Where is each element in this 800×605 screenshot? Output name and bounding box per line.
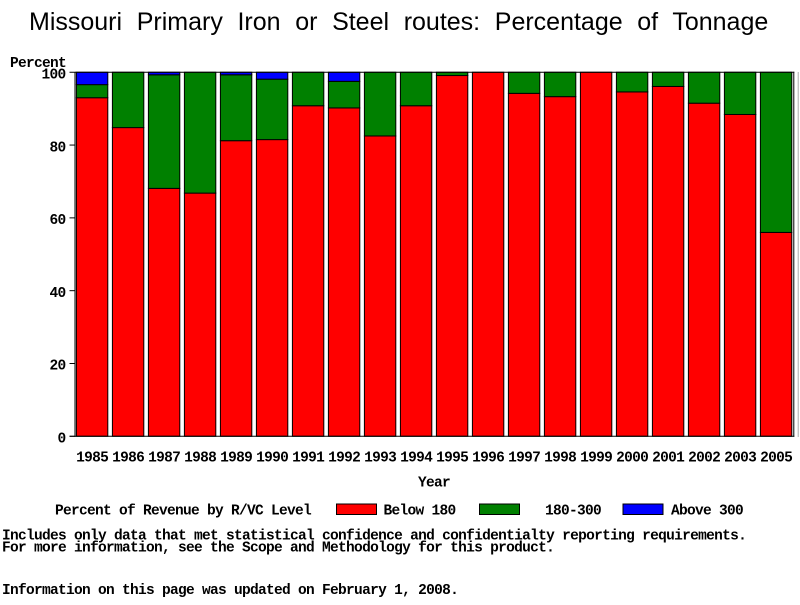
svg-text:Below 180: Below 180 xyxy=(384,504,456,520)
svg-text:2003: 2003 xyxy=(724,451,756,467)
svg-text:1987: 1987 xyxy=(148,451,180,467)
svg-text:80: 80 xyxy=(49,140,65,156)
svg-text:1986: 1986 xyxy=(112,451,144,467)
svg-text:2001: 2001 xyxy=(652,451,685,467)
svg-text:Information on this page was u: Information on this page was updated on … xyxy=(2,583,458,599)
svg-text:100: 100 xyxy=(41,67,65,83)
svg-text:1999: 1999 xyxy=(580,451,612,467)
svg-text:Percent: Percent xyxy=(10,56,66,72)
svg-text:40: 40 xyxy=(49,286,65,302)
svg-text:2002: 2002 xyxy=(688,451,720,467)
svg-text:180-300: 180-300 xyxy=(545,504,601,520)
svg-text:1997: 1997 xyxy=(508,451,540,467)
svg-text:1995: 1995 xyxy=(436,451,468,467)
svg-text:Year: Year xyxy=(418,476,450,492)
svg-text:20: 20 xyxy=(49,359,65,375)
svg-text:2005: 2005 xyxy=(760,451,792,467)
svg-text:1985: 1985 xyxy=(76,451,108,467)
svg-text:Missouri Primary Iron or Steel: Missouri Primary Iron or Steel routes: P… xyxy=(29,8,768,36)
svg-text:1998: 1998 xyxy=(544,451,576,467)
svg-text:1988: 1988 xyxy=(184,451,216,467)
svg-text:1989: 1989 xyxy=(220,451,252,467)
svg-text:For more information, see the: For more information, see the Scope and … xyxy=(2,541,554,557)
svg-text:Percent of Revenue by R/VC Lev: Percent of Revenue by R/VC Level xyxy=(55,504,312,520)
svg-text:60: 60 xyxy=(49,213,65,229)
svg-text:1991: 1991 xyxy=(292,451,325,467)
svg-text:1993: 1993 xyxy=(364,451,396,467)
svg-text:0: 0 xyxy=(57,432,65,448)
svg-text:2000: 2000 xyxy=(616,451,648,467)
svg-text:Includes only data that met st: Includes only data that met statistical … xyxy=(2,529,746,545)
svg-text:1992: 1992 xyxy=(328,451,360,467)
svg-text:1994: 1994 xyxy=(400,451,433,467)
svg-text:1996: 1996 xyxy=(472,451,504,467)
svg-text:Above 300: Above 300 xyxy=(671,504,743,520)
svg-text:1990: 1990 xyxy=(256,451,288,467)
